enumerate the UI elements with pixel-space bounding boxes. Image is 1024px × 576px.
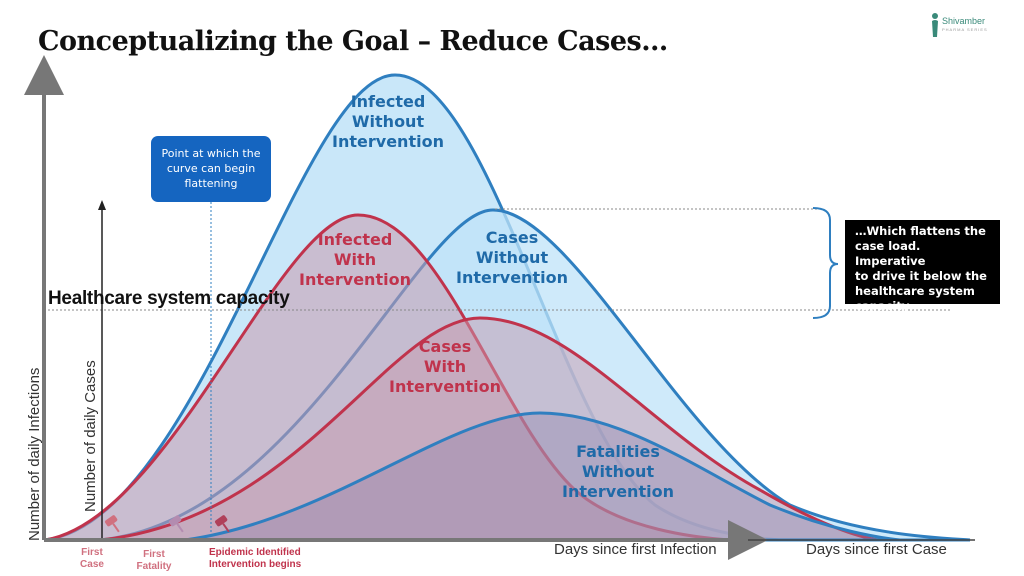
label-line: Without	[475, 248, 549, 267]
logo: Shivamber PHARMA SERIES	[930, 12, 1000, 42]
callout-line: flattening	[184, 177, 238, 190]
page-title: Conceptualizing the Goal – Reduce Cases…	[38, 26, 668, 57]
label-line: Infected	[350, 92, 426, 111]
label-line: Infected	[317, 230, 393, 249]
x-axis-infection-label: Days since first Infection	[554, 541, 717, 558]
label-line: Intervention	[456, 268, 568, 287]
label-line: Cases	[418, 337, 472, 356]
label-line: With	[333, 250, 377, 269]
y-axis-cases-label: Number of daily Cases	[82, 360, 99, 512]
cases-with-curve	[99, 316, 881, 542]
flattens-callout: …Which flattens the case load. Imperativ…	[845, 220, 1000, 313]
label-line: Intervention	[332, 132, 444, 151]
marker-line: Intervention begins	[209, 559, 302, 570]
logo-name: Shivamber	[942, 16, 986, 26]
first-case-pin-icon	[105, 515, 120, 533]
label-line: Without	[581, 462, 655, 481]
label-line: Intervention	[562, 482, 674, 501]
first-fatality-pin-icon	[169, 515, 184, 533]
fatalities-without-curve	[184, 411, 901, 542]
logo-tagline: PHARMA SERIES	[942, 27, 988, 32]
label-line: Intervention	[389, 377, 501, 396]
label-cases-without: Cases Without Intervention	[447, 228, 577, 288]
epidemic-marker: Epidemic Identified Intervention begins	[209, 547, 329, 571]
callout-line: curve can begin	[166, 162, 256, 175]
epidemic-pin-icon	[215, 515, 230, 533]
label-infected-without: Infected Without Intervention	[323, 92, 453, 152]
marker-line: Case	[80, 559, 104, 570]
callout-line: case load. Imperative	[855, 239, 926, 268]
label-line: Without	[351, 112, 425, 131]
y-axis-cases-arrow	[98, 200, 106, 210]
label-infected-with: Infected With Intervention	[290, 230, 420, 290]
callout-line: healthcare system	[855, 284, 975, 298]
label-line: With	[423, 357, 467, 376]
first-case-marker: First Case	[72, 547, 112, 571]
callout-line: to drive it below the	[855, 269, 987, 283]
callout-line: …Which flattens the	[855, 224, 986, 238]
marker-line: First	[81, 547, 103, 558]
label-fatalities-without: Fatalities Without Intervention	[553, 442, 683, 502]
callout-line: Point at which the	[161, 147, 261, 160]
label-line: Fatalities	[576, 442, 660, 461]
capacity-label: Healthcare system capacity	[48, 288, 290, 309]
marker-line: Fatality	[136, 561, 172, 572]
marker-line: First	[143, 549, 165, 560]
label-line: Intervention	[299, 270, 411, 289]
label-line: Cases	[485, 228, 539, 247]
marker-line: Epidemic Identified	[209, 547, 301, 558]
logo-figure-icon	[932, 13, 938, 37]
y-axis-infections-label: Number of daily Infections	[26, 367, 43, 541]
flattening-callout: Point at which the curve can begin flatt…	[151, 136, 271, 202]
x-axis-case-label: Days since first Case	[806, 541, 947, 558]
callout-line: capacity…	[855, 299, 921, 313]
label-cases-with: Cases With Intervention	[380, 337, 510, 397]
first-fatality-marker: First Fatality	[128, 549, 180, 573]
brace	[812, 207, 839, 319]
